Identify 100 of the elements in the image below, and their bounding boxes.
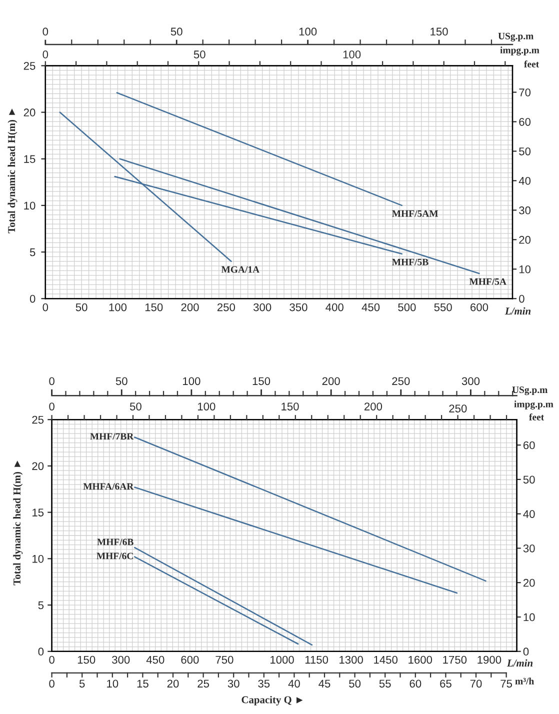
x2-tick-label: 100 <box>183 377 200 386</box>
x-tick-label: 600 <box>181 656 199 664</box>
y2-tick-label: 0 <box>519 294 524 303</box>
y2-tick-label: 60 <box>523 441 535 450</box>
text: 0 <box>49 402 54 410</box>
text: 150 <box>282 402 299 410</box>
series-label: MGA/1A <box>221 266 260 273</box>
y2-tick-label: 0 <box>523 648 529 656</box>
x-tick-label: 1750 <box>443 656 467 664</box>
series-label: MHF/6B <box>97 538 134 546</box>
x-tick-label: 750 <box>216 656 234 664</box>
text: 25 <box>198 680 210 688</box>
x-tick-label: 550 <box>434 303 452 312</box>
x-tick-label: 1300 <box>340 656 363 664</box>
text: 200 <box>364 402 382 410</box>
x-axis-title: L/min <box>506 659 533 667</box>
text: impg.p.m <box>500 46 540 56</box>
text: 30 <box>228 680 240 688</box>
text: 5 <box>79 680 85 688</box>
text: 15 <box>137 680 148 688</box>
y-tick-label: 0 <box>30 294 36 303</box>
text: 100 <box>198 402 216 410</box>
y-tick-label: 5 <box>30 248 36 256</box>
x2-tick-label: 250 <box>392 377 410 386</box>
y-tick-label: 15 <box>24 155 36 163</box>
x-tick-label: 1900 <box>478 656 502 664</box>
series-label: MHF/5AM <box>392 210 438 217</box>
y2-tick-label: 70 <box>519 88 531 96</box>
text: 35 <box>258 680 270 688</box>
x2-tick-label: 0 <box>49 377 54 386</box>
y-tick-label: 25 <box>32 416 44 424</box>
text: 75 <box>500 680 512 688</box>
text: 250 <box>449 404 467 412</box>
x-tick-label: 100 <box>109 303 127 312</box>
text: 50 <box>130 402 142 410</box>
text: Capacity Q ► <box>242 696 303 706</box>
y-axis-title: Total dynamic head H(m) ► <box>13 460 23 586</box>
x2-tick-label: 200 <box>322 377 340 386</box>
x-tick-label: 150 <box>145 303 163 312</box>
y2-tick-label: 20 <box>523 578 535 587</box>
y-tick-label: 20 <box>32 462 44 470</box>
text: 65 <box>440 680 452 688</box>
y2-tick-label: 40 <box>518 176 531 185</box>
text: 45 <box>318 680 330 688</box>
y2-tick-label: 10 <box>519 265 531 274</box>
y-tick-label: 10 <box>32 554 44 563</box>
y-tick-label: 5 <box>38 601 44 610</box>
text: 20 <box>167 680 179 688</box>
y2-axis-title: feet <box>524 60 540 68</box>
text: 0 <box>49 680 54 688</box>
series-label: MHF/5B <box>392 258 428 266</box>
y2-tick-label: 10 <box>524 613 535 622</box>
text: 70 <box>470 680 482 688</box>
series-label: MHF/7BR <box>90 433 134 440</box>
text: m³/h <box>515 678 534 684</box>
x-tick-label: 1450 <box>374 656 398 664</box>
y-tick-label: 20 <box>24 108 36 116</box>
x-tick-label: 450 <box>362 303 380 312</box>
x-tick-label: 0 <box>49 656 54 664</box>
text: 55 <box>379 680 391 688</box>
y2-tick-label: 40 <box>523 510 535 518</box>
y2-tick-label: 50 <box>519 147 531 156</box>
x-tick-label: 150 <box>78 656 96 664</box>
y-tick-label: 10 <box>24 202 36 210</box>
series-label: MHFA/6AR <box>83 483 134 490</box>
x2-tick-label: 100 <box>299 28 317 36</box>
x-tick-label: 50 <box>76 303 88 312</box>
x2-axis-title: USg.p.m <box>498 32 534 42</box>
x-tick-label: 250 <box>217 303 235 312</box>
y2-axis-title: feet <box>529 413 544 420</box>
y-tick-label: 15 <box>32 508 44 516</box>
text: impg.p.m <box>514 400 554 410</box>
x-tick-label: 500 <box>398 303 416 312</box>
y2-tick-label: 20 <box>519 236 531 244</box>
x-tick-label: 400 <box>326 303 344 312</box>
x-tick-label: 1150 <box>305 656 328 664</box>
x-axis-title: L/min <box>504 307 531 315</box>
text: 100 <box>343 50 361 58</box>
x-tick-label: 600 <box>470 303 488 312</box>
x2-tick-label: 150 <box>252 377 270 386</box>
x2-tick-label: 300 <box>462 377 480 386</box>
x-tick-label: 350 <box>290 303 308 312</box>
x-tick-label: 300 <box>253 303 272 312</box>
x2-tick-label: 50 <box>116 377 128 386</box>
x-tick-label: 200 <box>181 303 199 312</box>
text: 60 <box>410 680 422 688</box>
x2-tick-label: 50 <box>170 28 182 36</box>
y-tick-label: 0 <box>38 648 44 656</box>
y2-tick-label: 60 <box>519 118 531 126</box>
y2-tick-label: 30 <box>523 544 535 552</box>
y2-tick-label: 50 <box>523 476 535 484</box>
series-label: MHF/5A <box>469 278 506 285</box>
text: 50 <box>194 50 206 58</box>
x-tick-label: 300 <box>112 656 130 664</box>
x-tick-label: 450 <box>146 656 164 664</box>
y-axis-title: Total dynamic head H(m) ► <box>8 108 18 234</box>
text: 50 <box>349 680 361 688</box>
x2-tick-label: 150 <box>430 28 448 36</box>
series-label: MHF/6C <box>96 552 133 560</box>
y2-tick-label: 30 <box>519 206 531 214</box>
